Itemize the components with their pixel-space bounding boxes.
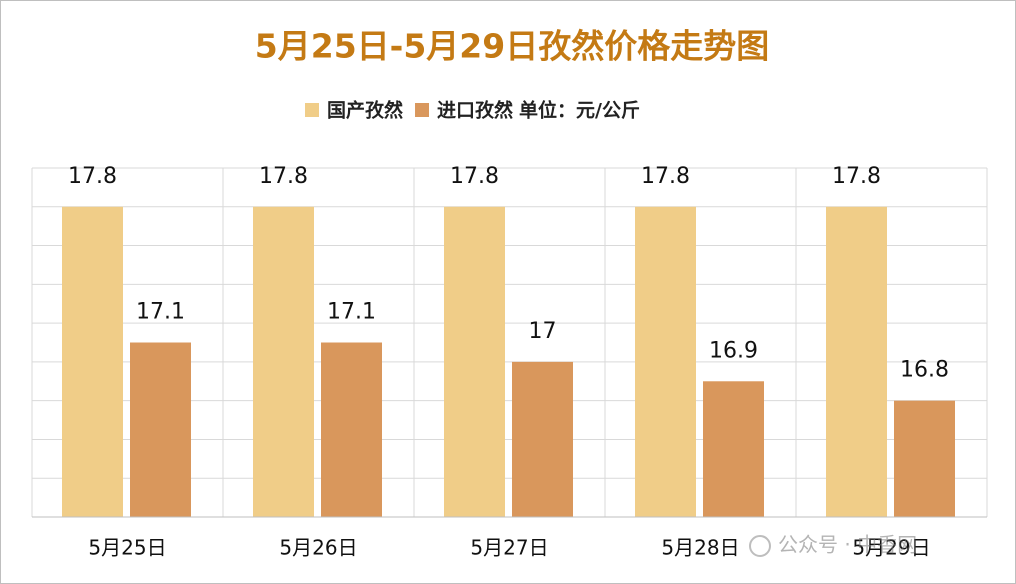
bar [826, 206, 887, 517]
value-label: 17.8 [68, 164, 117, 189]
x-tick-label: 5月26日 [279, 536, 357, 560]
chart-title: 5月25日-5月29日孜然价格走势图 [255, 27, 769, 66]
bar [130, 342, 191, 517]
legend-label: 进口孜然 [437, 99, 513, 122]
bar [703, 381, 764, 517]
bar [512, 361, 573, 517]
x-tick-label: 5月28日 [661, 536, 739, 560]
bar [62, 206, 123, 517]
value-label: 17.8 [450, 164, 499, 189]
bar [894, 400, 955, 517]
watermark-text: 公众号 · 中香网 [778, 533, 917, 557]
legend-swatch [415, 103, 430, 117]
bar [321, 342, 382, 517]
value-label: 17.1 [327, 300, 376, 325]
x-tick-label: 5月29日 [852, 536, 930, 560]
value-label: 17.8 [641, 164, 690, 189]
value-label: 16.9 [709, 338, 758, 363]
value-label: 17 [529, 319, 557, 344]
bar [444, 206, 505, 517]
legend-label: 国产孜然 [327, 99, 403, 122]
value-label: 17.8 [832, 164, 881, 189]
value-label: 17.8 [259, 164, 308, 189]
value-label: 16.8 [900, 358, 949, 383]
x-tick-label: 5月27日 [470, 536, 548, 560]
watermark: 公众号 · 中香网 [749, 533, 917, 557]
bar [253, 206, 314, 517]
plot-area: 17.8 17.1 5月25日 17.8 17.1 5月26日 17.8 17 5月27日 17.… [31, 164, 988, 560]
bar [635, 206, 696, 517]
x-tick-label: 5月25日 [88, 536, 166, 560]
legend: 国产孜然 进口孜然 单位：元/公斤 [305, 99, 640, 122]
subtitle: 单位：元/公斤 [519, 99, 640, 122]
legend-swatch [305, 103, 319, 117]
value-label: 17.1 [136, 300, 185, 325]
watermark-icon [749, 535, 771, 557]
